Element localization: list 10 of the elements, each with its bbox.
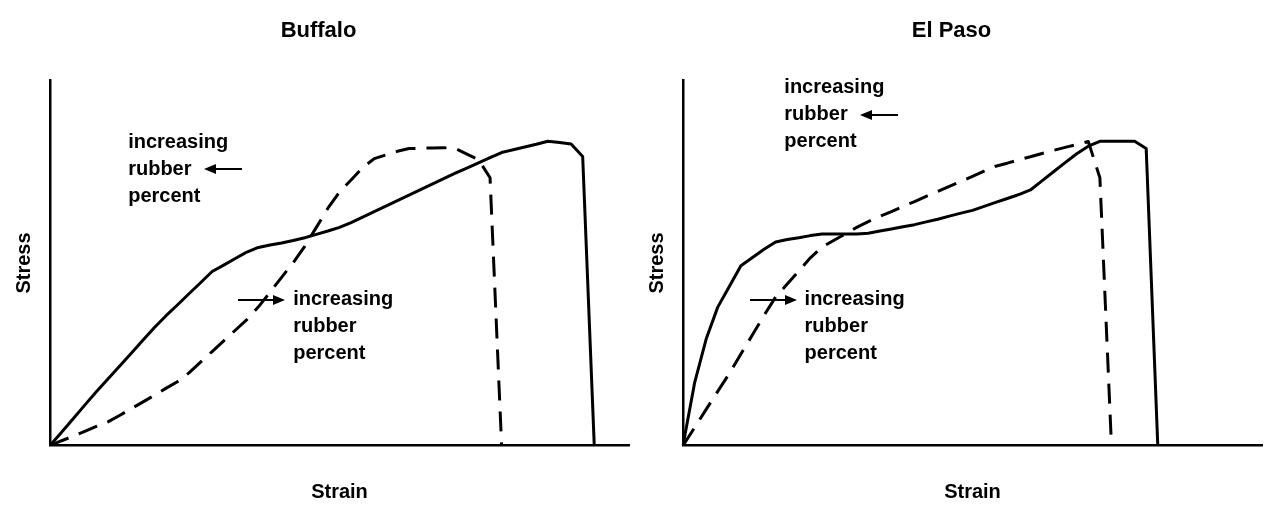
- annotation: increasing rubber percent: [804, 287, 905, 364]
- chart-title: Buffalo: [280, 17, 357, 43]
- x-axis-title: Strain: [311, 479, 368, 502]
- y-axis-title: Stress: [11, 232, 34, 294]
- x-axis-title: Strain: [944, 479, 1001, 502]
- y-axis-title: Stress: [644, 232, 667, 294]
- chart-title: El Paso: [911, 17, 992, 43]
- annotation: increasing rubber percent: [293, 287, 394, 364]
- annotation: increasing rubber percent: [784, 75, 885, 152]
- annotation: increasing rubber percent: [128, 130, 229, 206]
